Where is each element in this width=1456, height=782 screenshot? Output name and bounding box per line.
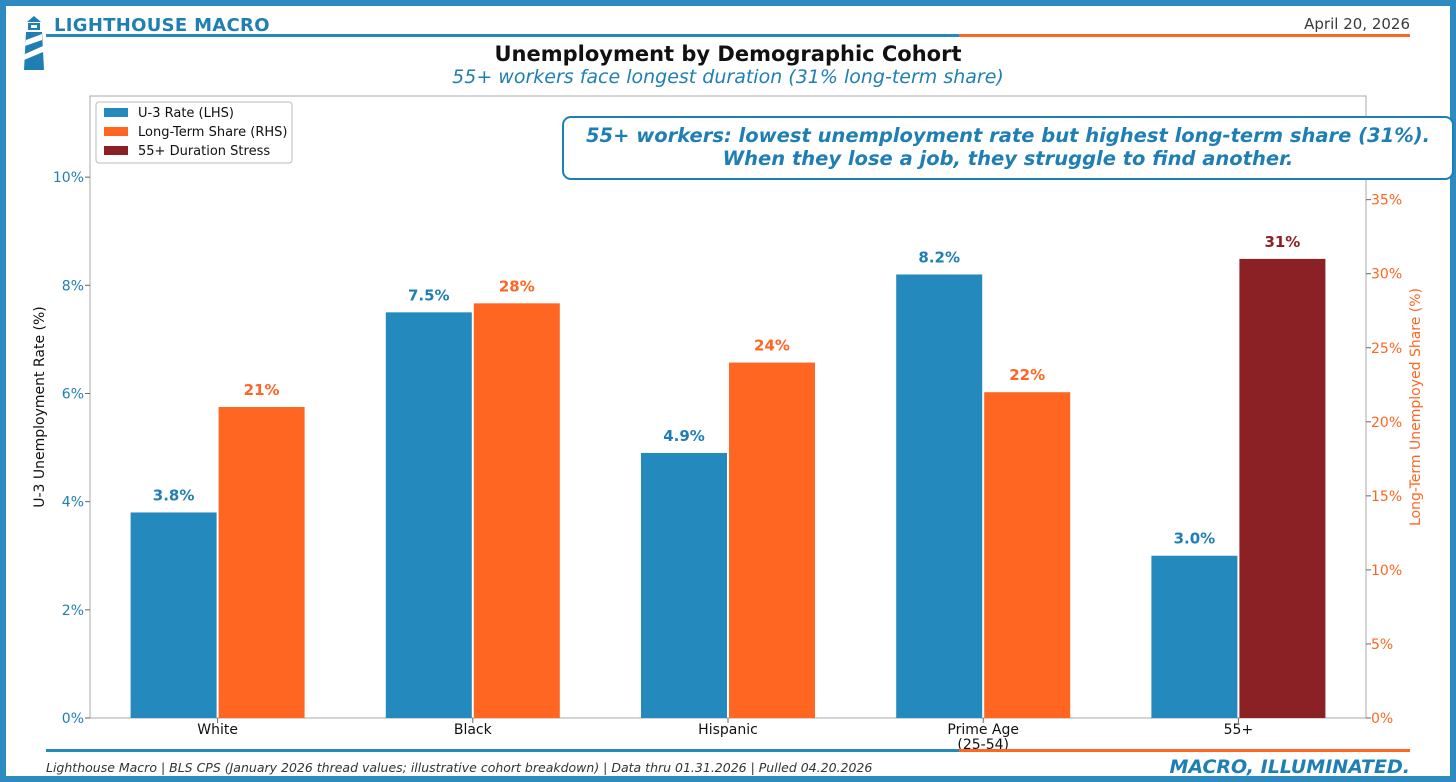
bar-label-u3-1: 7.5%	[408, 286, 450, 304]
annotation-line-1: 55+ workers: lowest unemployment rate bu…	[586, 124, 1430, 147]
right-axis-ticks: 0%5%10%15%20%25%30%35%40%	[1366, 119, 1402, 727]
y-tick-label-left-3: 6%	[62, 386, 84, 402]
y-tick-label-right-2: 10%	[1371, 563, 1402, 579]
bar-label-longterm-3: 22%	[1009, 366, 1045, 384]
annotation-line-2: When they lose a job, they struggle to f…	[723, 147, 1294, 170]
x-tick-label-0: White	[197, 722, 238, 738]
bar-u3-3	[896, 274, 983, 718]
annotation-box	[562, 116, 1454, 180]
y-axis-label-right: Long-Term Unemployed Share (%)	[1408, 288, 1424, 526]
x-tick-label-4: 55+	[1224, 722, 1254, 738]
bar-label-longterm-2: 24%	[754, 337, 790, 355]
footer-rule-orange	[959, 749, 1410, 752]
bar-longterm-1	[473, 303, 560, 718]
y-tick-label-right-4: 20%	[1371, 415, 1402, 431]
bar-u3-2	[641, 452, 727, 718]
bar-label-u3-4: 3.0%	[1174, 530, 1216, 548]
legend-swatch-u3	[104, 108, 128, 117]
bar-label-u3-3: 8.2%	[918, 248, 960, 266]
x-tick-label-3: Prime Age	[947, 722, 1019, 738]
bars-layer	[130, 258, 1326, 718]
legend-box	[95, 101, 293, 164]
source-note: Lighthouse Macro | BLS CPS (January 2026…	[46, 760, 873, 775]
bar-label-u3-2: 4.9%	[663, 427, 705, 445]
legend-label-duration-stress: 55+ Duration Stress	[138, 144, 270, 159]
y-tick-label-right-0: 0%	[1371, 711, 1393, 727]
brand-name: LIGHTHOUSE MACRO	[54, 15, 270, 36]
bar-longterm-3	[984, 392, 1071, 718]
bar-label-longterm-4: 31%	[1264, 233, 1300, 251]
legend-label-u3: U-3 Rate (LHS)	[138, 106, 234, 121]
bar-u3-0	[130, 512, 217, 718]
left-axis-ticks: 0% 2% 4% 6% 8% 10%	[53, 170, 90, 727]
bar-longterm-4	[1239, 258, 1326, 718]
bar-longterm-2	[729, 362, 815, 718]
legend-swatch-longterm	[104, 127, 128, 136]
bar-longterm-0	[218, 407, 305, 718]
y-tick-label-left-5: 10%	[53, 170, 84, 186]
y-tick-label-right-6: 30%	[1371, 267, 1402, 283]
legend-swatch-duration-stress	[104, 146, 128, 155]
legend: U-3 Rate (LHS) Long-Term Share (RHS) 55+…	[95, 101, 293, 164]
y-tick-label-right-1: 5%	[1371, 637, 1393, 653]
y-tick-label-left-2: 4%	[62, 495, 84, 511]
report-date: April 20, 2026	[1304, 15, 1410, 33]
x-axis-ticks: White Black Hispanic Prime Age(25-54)55+	[197, 718, 1253, 753]
y-tick-label-right-3: 15%	[1371, 489, 1402, 505]
legend-label-longterm: Long-Term Share (RHS)	[138, 125, 287, 140]
footer-rule-blue	[46, 749, 959, 752]
bar-u3-1	[385, 312, 472, 718]
value-labels-layer: 3.8% 21% 7.5% 28% 4.9% 24% 8.2% 22% 3.0% 31%	[153, 233, 1301, 548]
y-tick-label-left-4: 8%	[62, 278, 84, 294]
annotation-callout: 55+ workers: lowest unemployment rate bu…	[562, 116, 1454, 180]
lighthouse-logo-icon	[24, 16, 44, 70]
header-rule-blue	[46, 34, 959, 37]
bar-label-longterm-1: 28%	[499, 277, 535, 295]
bar-label-u3-0: 3.8%	[153, 486, 195, 504]
tagline: MACRO, ILLUMINATED.	[1169, 756, 1410, 778]
bar-label-longterm-0: 21%	[244, 381, 280, 399]
header-rule-orange	[959, 34, 1410, 37]
y-tick-label-right-5: 25%	[1371, 341, 1402, 357]
y-axis-label-left: U-3 Unemployment Rate (%)	[32, 306, 48, 508]
x-tick-label-1: Black	[454, 722, 493, 738]
y-tick-label-left-0: 0%	[62, 711, 84, 727]
chart-subtitle: 55+ workers face longest duration (31% l…	[452, 66, 1004, 88]
y-tick-label-left-1: 2%	[62, 603, 84, 619]
y-tick-label-right-7: 35%	[1371, 193, 1402, 209]
bar-u3-4	[1151, 555, 1238, 718]
chart-title: Unemployment by Demographic Cohort	[494, 42, 962, 66]
x-tick-label-2: Hispanic	[698, 722, 758, 738]
